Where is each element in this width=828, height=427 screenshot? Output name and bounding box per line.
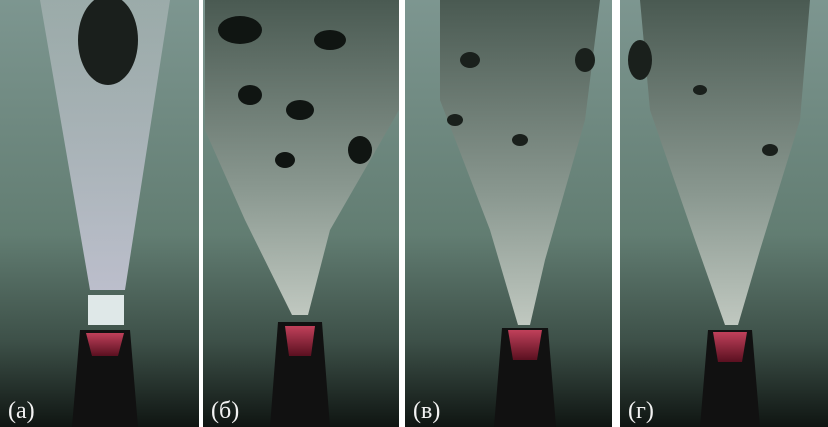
figure: (а) (б) (в) (г) xyxy=(0,0,828,427)
nozzle-tip xyxy=(713,332,747,362)
nozzle-tip xyxy=(508,330,542,360)
panel-label: (а) xyxy=(8,398,35,424)
panel-label: (в) xyxy=(413,398,440,424)
panel-c: (в) xyxy=(405,0,612,427)
panel-label: (б) xyxy=(211,398,239,424)
panel-d: (г) xyxy=(620,0,828,427)
body: (а) (б) (в) (г) (() => xyxy=(0,0,828,427)
nozzle-tip xyxy=(86,333,124,356)
panel-b: (б) xyxy=(203,0,399,427)
page: {"panels": [{"label": "(а)"}, {"label": … xyxy=(0,0,828,427)
panel-a: (а) xyxy=(0,0,199,427)
panel-label: (г) xyxy=(628,398,654,424)
nozzle-tip xyxy=(285,326,315,356)
jet-neck xyxy=(88,295,124,325)
